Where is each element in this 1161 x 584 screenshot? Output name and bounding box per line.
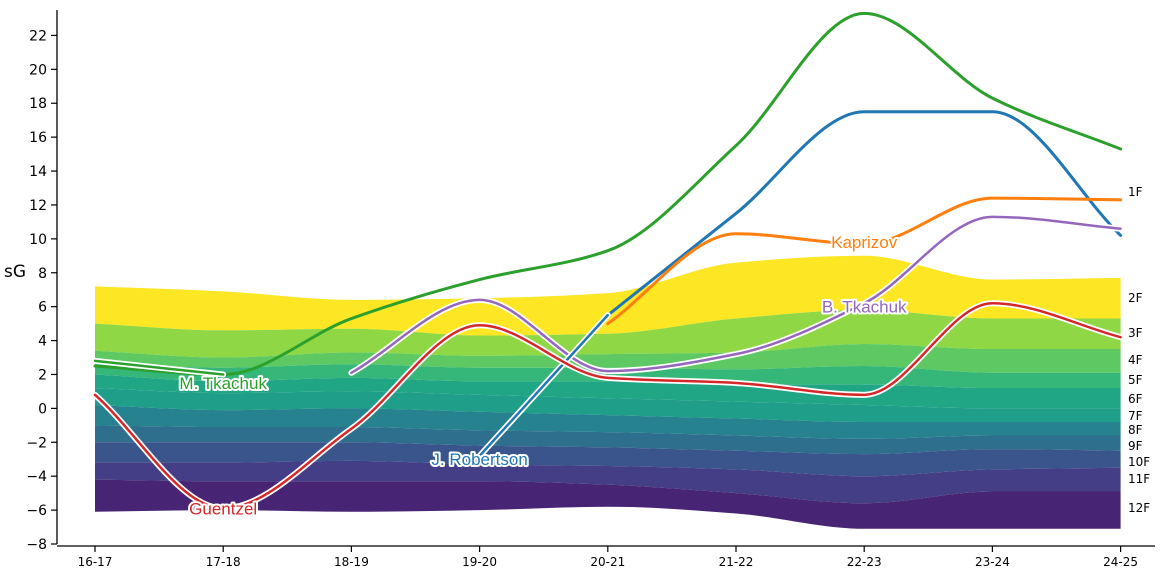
band-area-10f	[95, 460, 1121, 504]
x-tick-label: 23-24	[975, 555, 1010, 569]
y-tick-label: 16	[29, 130, 47, 146]
y-tick-label: 22	[29, 28, 47, 44]
x-tick-label: 16-17	[78, 555, 113, 569]
y-tick-label: 8	[38, 266, 47, 282]
band-label-8f: 8F	[1128, 423, 1143, 437]
band-area-6f	[95, 388, 1121, 422]
x-tick-label: 17-18	[206, 555, 241, 569]
y-axis-label: sG	[4, 262, 26, 282]
series-line-b-tkachuk	[350, 215, 1122, 375]
y-tick-label: 14	[29, 164, 47, 180]
band-area-9f	[95, 442, 1121, 477]
y-tick-label: −2	[26, 435, 47, 451]
y-ticks: −8 −6 −4 −2 0 2 4 6 8 10 12 14 16 18 20 22	[26, 28, 57, 553]
series-line-kaprizov	[606, 196, 1123, 326]
band-areas	[95, 255, 1121, 529]
annotation-halo-kaprizov: Kaprizov	[831, 233, 898, 252]
x-tick-label: 20-21	[590, 555, 625, 569]
band-area-5f	[95, 374, 1121, 409]
y-tick-label: 20	[29, 62, 47, 78]
band-label-2f: 2F	[1128, 291, 1143, 305]
y-tick-label: 12	[29, 198, 47, 214]
x-ticks: 16-17 17-18 18-19 19-20 20-21 21-22 22-23 23-24…	[78, 546, 1138, 569]
band-label-5f: 5F	[1128, 373, 1143, 387]
y-tick-label: 18	[29, 96, 47, 112]
band-area-11f	[95, 479, 1121, 529]
y-tick-label: 4	[38, 334, 47, 350]
band-area-7f	[95, 404, 1121, 439]
band-label-1f: 1F	[1128, 185, 1143, 199]
y-tick-label: −4	[26, 469, 47, 485]
annotation-halo-guentzel: Guentzel	[189, 499, 257, 518]
x-tick-label: 24-25	[1103, 555, 1138, 569]
series-line-j-robertson	[478, 313, 610, 458]
annotation-guentzel: Guentzel	[189, 499, 257, 518]
band-area-3f	[95, 343, 1121, 373]
annotation-m-tkachuk: M. Tkachuk	[179, 374, 267, 393]
band-label-9f: 9F	[1128, 439, 1143, 453]
y-tick-label: 0	[38, 401, 47, 417]
annotation-halo-j-robertson: J. Robertson	[431, 450, 527, 469]
series-line-m-tkachuk	[93, 359, 225, 376]
series-line-series-2	[606, 110, 1123, 317]
axes: −8 −6 −4 −2 0 2 4 6 8 10 12 14 16 18 20 22 16-17 17-18 18…	[4, 10, 1155, 569]
x-tick-label: 21-22	[719, 555, 754, 569]
y-tick-label: −8	[26, 537, 47, 553]
y-tick-label: 2	[38, 367, 47, 383]
annotation-halo-b-tkachuk: B. Tkachuk	[822, 298, 907, 317]
band-area-2f	[95, 310, 1121, 358]
band-label-10f: 10F	[1128, 455, 1150, 469]
annotation-kaprizov: Kaprizov	[831, 233, 898, 252]
y-tick-label: −6	[26, 503, 47, 519]
y-tick-label: 6	[38, 300, 47, 316]
x-tick-label: 19-20	[462, 555, 497, 569]
series-line-guentzel	[93, 302, 1122, 510]
annotation-j-robertson: J. Robertson	[431, 450, 527, 469]
band-label-3f: 3F	[1128, 326, 1143, 340]
series-lines	[92, 11, 1124, 512]
annotation-halo-m-tkachuk: M. Tkachuk	[179, 374, 267, 393]
band-area-1f	[95, 255, 1121, 336]
x-tick-label: 22-23	[847, 555, 882, 569]
band-label-11f: 11F	[1128, 472, 1150, 486]
band-label-12f: 12F	[1128, 501, 1150, 515]
x-tick-label: 18-19	[334, 555, 369, 569]
annotation-b-tkachuk: B. Tkachuk	[822, 298, 907, 317]
series-line-series-1	[93, 11, 1123, 376]
y-tick-label: 10	[29, 232, 47, 248]
band-label-6f: 6F	[1128, 392, 1143, 406]
band-label-4f: 4F	[1128, 353, 1143, 367]
band-area-8f	[95, 425, 1121, 455]
band-label-7f: 7F	[1128, 409, 1143, 423]
